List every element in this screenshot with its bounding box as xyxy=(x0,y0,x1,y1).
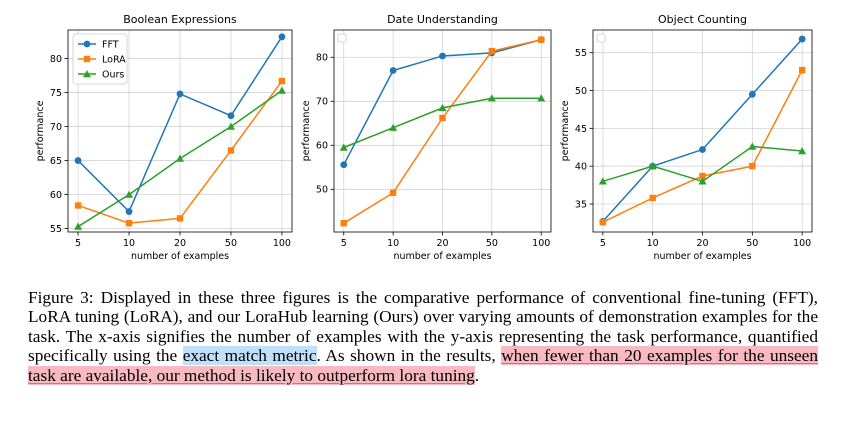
data-point-ours xyxy=(176,154,184,162)
data-point-ours xyxy=(537,94,546,102)
caption-text: Figure 3: Displayed in these three figur… xyxy=(28,288,818,366)
data-point-lora xyxy=(798,66,806,74)
y-tick-label: 65 xyxy=(50,156,62,167)
chart-panel: 5 10 20 50 100 35 40 45 50 55 Object Counting numbe… xyxy=(560,13,813,262)
data-point-lora xyxy=(649,194,656,202)
data-point-fft xyxy=(125,208,133,215)
y-tick-label: 50 xyxy=(575,86,587,97)
x-tick-label: 5 xyxy=(341,238,347,249)
y-axis-label: performance xyxy=(560,100,571,161)
data-point-ours xyxy=(389,123,398,131)
data-point-ours xyxy=(648,162,657,170)
data-point-lora xyxy=(74,202,82,209)
figure-caption: Figure 3: Displayed in these three figur… xyxy=(28,288,818,385)
y-tick-label: 50 xyxy=(316,185,328,196)
y-tick-label: 55 xyxy=(50,224,62,235)
data-point-fft xyxy=(389,67,397,74)
x-tick-label: 10 xyxy=(387,238,399,249)
x-tick-label: 100 xyxy=(273,238,291,249)
x-tick-label: 10 xyxy=(123,238,135,249)
caption-text: . As shown in the results, xyxy=(316,346,502,366)
x-axis-label: number of examples xyxy=(653,251,751,262)
x-axis-label: number of examples xyxy=(393,251,491,262)
data-point-ours xyxy=(598,177,607,185)
data-point-lora xyxy=(538,36,545,43)
chart-title: Date Understanding xyxy=(387,13,498,26)
y-axis-label: performance xyxy=(301,100,312,161)
data-point-ours xyxy=(698,177,707,185)
legend-label: FFT xyxy=(102,40,119,51)
data-point-fft xyxy=(340,161,348,169)
legend-box xyxy=(337,33,347,43)
data-point-ours xyxy=(748,142,757,150)
data-point-lora xyxy=(389,189,397,197)
data-point-ours xyxy=(74,222,83,230)
data-point-lora xyxy=(340,219,347,227)
x-tick-label: 100 xyxy=(793,238,811,249)
data-point-fft xyxy=(278,33,286,41)
x-tick-label: 100 xyxy=(532,238,550,249)
caption-highlight-metric: exact match metric xyxy=(182,346,317,366)
y-tick-label: 80 xyxy=(50,54,62,65)
x-tick-label: 20 xyxy=(174,238,186,249)
data-point-lora xyxy=(749,162,756,170)
x-tick-label: 20 xyxy=(436,238,448,249)
data-point-lora xyxy=(278,77,286,85)
chart-panel: 5 10 20 50 100 55 60 65 70 75 80 Boolean Expression… xyxy=(35,13,293,262)
data-point-fft xyxy=(74,157,82,164)
legend-marker-lora xyxy=(83,55,91,63)
data-point-lora xyxy=(488,47,496,55)
legend-box xyxy=(596,33,606,43)
y-tick-label: 60 xyxy=(50,190,62,201)
y-tick-label: 45 xyxy=(575,124,587,135)
data-point-ours xyxy=(798,147,807,155)
data-point-lora xyxy=(699,172,706,180)
x-tick-label: 20 xyxy=(696,238,708,249)
data-point-lora xyxy=(439,114,446,122)
data-point-lora xyxy=(125,219,133,227)
chart-title: Object Counting xyxy=(658,13,747,26)
data-point-lora xyxy=(176,215,184,222)
data-point-fft xyxy=(439,52,446,60)
data-point-ours xyxy=(125,190,134,198)
data-point-lora xyxy=(599,218,607,226)
y-tick-label: 40 xyxy=(575,162,587,173)
data-point-fft xyxy=(798,35,806,43)
data-point-ours xyxy=(226,122,235,130)
chart-title: Boolean Expressions xyxy=(123,13,237,26)
y-tick-label: 70 xyxy=(50,122,62,133)
y-tick-label: 60 xyxy=(316,141,328,152)
y-tick-label: 75 xyxy=(50,88,62,99)
data-point-fft xyxy=(699,146,706,153)
data-point-ours xyxy=(277,86,286,94)
caption-text: . xyxy=(474,365,480,385)
legend-label: Ours xyxy=(102,70,124,81)
data-point-lora xyxy=(227,147,235,154)
legend-marker-fft xyxy=(83,40,91,48)
chart-panel: 5 10 20 50 100 50 60 70 80 Date Understanding numb… xyxy=(301,13,552,262)
legend-label: LoRA xyxy=(102,55,126,66)
x-tick-label: 50 xyxy=(486,238,498,249)
data-point-ours xyxy=(487,94,496,102)
x-tick-label: 5 xyxy=(75,238,81,249)
data-point-ours xyxy=(339,143,348,151)
x-tick-label: 50 xyxy=(225,238,237,249)
y-tick-label: 80 xyxy=(316,53,328,64)
y-tick-label: 35 xyxy=(575,199,587,210)
data-point-fft xyxy=(227,112,235,120)
x-tick-label: 10 xyxy=(647,238,659,249)
x-axis-label: number of examples xyxy=(131,251,229,262)
x-tick-label: 5 xyxy=(600,238,606,249)
y-tick-label: 55 xyxy=(575,48,587,59)
x-tick-label: 50 xyxy=(746,238,758,249)
y-tick-label: 70 xyxy=(316,97,328,108)
data-point-ours xyxy=(438,103,447,112)
data-point-fft xyxy=(176,90,184,98)
y-axis-label: performance xyxy=(35,100,46,161)
data-point-fft xyxy=(748,90,756,98)
legend-marker-ours xyxy=(83,70,91,78)
